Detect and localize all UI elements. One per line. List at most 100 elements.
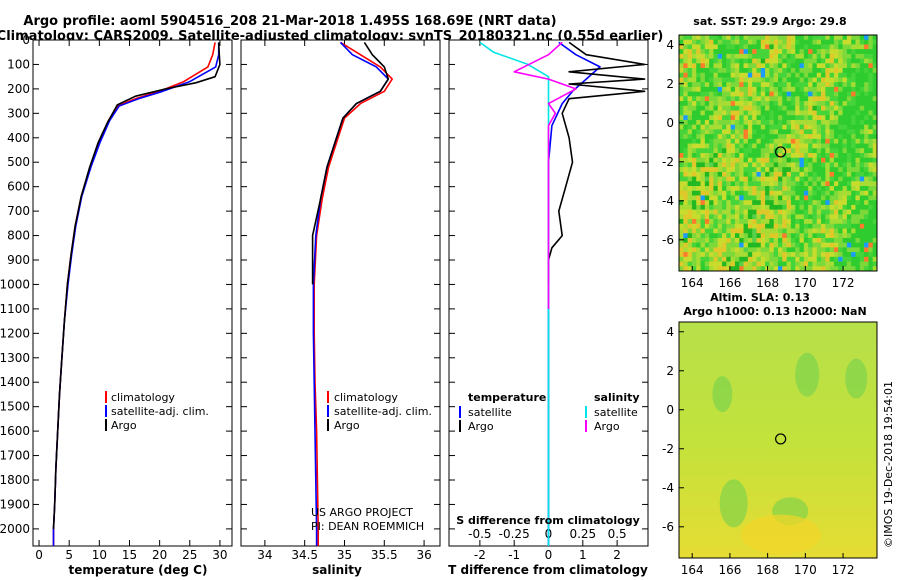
sst-cell	[700, 68, 706, 74]
sst-cell	[859, 86, 865, 93]
sst-cell	[691, 115, 697, 121]
sst-cell	[760, 200, 766, 206]
sst-cell	[713, 167, 719, 173]
sst-cell	[687, 171, 693, 177]
sst-cell	[696, 219, 701, 225]
sst-cell	[679, 252, 684, 258]
sst-cell	[679, 228, 684, 234]
sst-cell	[829, 124, 835, 130]
sst-cell	[679, 134, 684, 140]
sst-cell	[842, 167, 848, 173]
sst-cell	[825, 63, 831, 69]
sst-cell	[773, 143, 779, 149]
sst-cell	[795, 233, 800, 239]
sst-cell	[730, 58, 736, 64]
sst-cell	[700, 105, 706, 111]
sst-cell	[855, 186, 861, 192]
sst-cell	[726, 195, 732, 201]
sst-cell	[726, 138, 732, 144]
sst-cell	[846, 82, 852, 88]
sst-cell	[704, 219, 710, 225]
sst-cell	[838, 190, 843, 196]
sst-cell	[833, 53, 839, 59]
sst-cell	[704, 96, 710, 102]
sst-cell	[833, 58, 839, 64]
sst-cell	[859, 162, 865, 168]
sst-cell	[782, 143, 787, 149]
sst-cell	[790, 237, 796, 244]
sst-cell	[696, 252, 701, 258]
sst-cell	[717, 209, 723, 215]
sst-cell	[743, 181, 749, 187]
sst-cell	[704, 157, 710, 163]
sst-cell	[846, 35, 852, 41]
sst-cell	[717, 110, 723, 116]
sst-cell	[773, 82, 779, 88]
difference-series	[479, 41, 646, 546]
sst-cell	[709, 195, 714, 201]
sst-cell	[778, 96, 783, 102]
sst-cell	[838, 101, 843, 107]
sst-cell	[760, 223, 766, 229]
sst-cell	[734, 86, 740, 93]
sst-cell	[722, 119, 727, 126]
sst-cell	[743, 110, 749, 116]
sst-cell	[816, 72, 822, 78]
sst-cell	[855, 96, 861, 102]
sst-cell	[756, 53, 762, 59]
sst-cell	[842, 171, 848, 177]
sst-cell	[734, 266, 740, 272]
sst-cell	[872, 219, 878, 225]
sst-cell	[765, 143, 770, 149]
sst-cell	[825, 148, 831, 154]
sst-cell	[722, 82, 727, 88]
sst-cell	[778, 256, 783, 262]
sst-cell	[808, 110, 813, 116]
sst-cell	[683, 233, 688, 239]
sst-cell	[739, 176, 744, 182]
sst-cell	[730, 91, 736, 97]
sst-cell	[769, 110, 775, 116]
sst-cell	[795, 228, 800, 234]
sst-cell	[722, 68, 727, 74]
sst-cell	[821, 204, 826, 211]
difference-panel: -2 -1 0 1 2-0.5 -0.25 0 0.25 0.5 temperature sat…	[448, 39, 649, 577]
sst-cell	[782, 35, 787, 41]
sst-cell	[851, 77, 856, 83]
sst-cell	[872, 261, 878, 267]
sst-cell	[704, 247, 710, 253]
sst-cell	[734, 190, 740, 196]
sst-cell	[864, 242, 869, 248]
sst-cell	[713, 171, 719, 177]
salinity-panel: 34 34.5 35 35.5 36 climatology satellite-adj…	[240, 39, 441, 577]
sst-cell	[773, 124, 779, 130]
sst-cell	[691, 77, 697, 83]
sst-cell	[821, 200, 826, 206]
sst-cell	[851, 72, 856, 78]
sst-cell	[868, 86, 874, 93]
sst-cell	[752, 49, 757, 55]
sst-cell	[833, 233, 839, 239]
sst-cell	[786, 186, 792, 192]
sst-cell	[782, 49, 787, 55]
sst-cell	[747, 190, 753, 196]
sst-cell	[812, 153, 818, 159]
sst-cell	[717, 86, 723, 93]
sst-cell	[683, 143, 688, 149]
sst-cell	[825, 242, 831, 248]
sst-cell	[855, 148, 861, 154]
sla-anomaly-blob	[845, 358, 868, 399]
sst-cell	[872, 223, 878, 229]
sla-heatmap	[679, 322, 877, 558]
sst-cell	[691, 242, 697, 248]
sst-cell	[825, 58, 831, 64]
sst-cell	[760, 209, 766, 215]
sst-cell	[808, 228, 813, 234]
sst-cell	[872, 256, 878, 262]
sst-cell	[842, 63, 848, 69]
sst-cell	[786, 219, 792, 225]
sst-cell	[829, 209, 835, 215]
sst-cell	[846, 181, 852, 187]
sst-cell	[696, 261, 701, 267]
sst-cell	[782, 266, 787, 272]
